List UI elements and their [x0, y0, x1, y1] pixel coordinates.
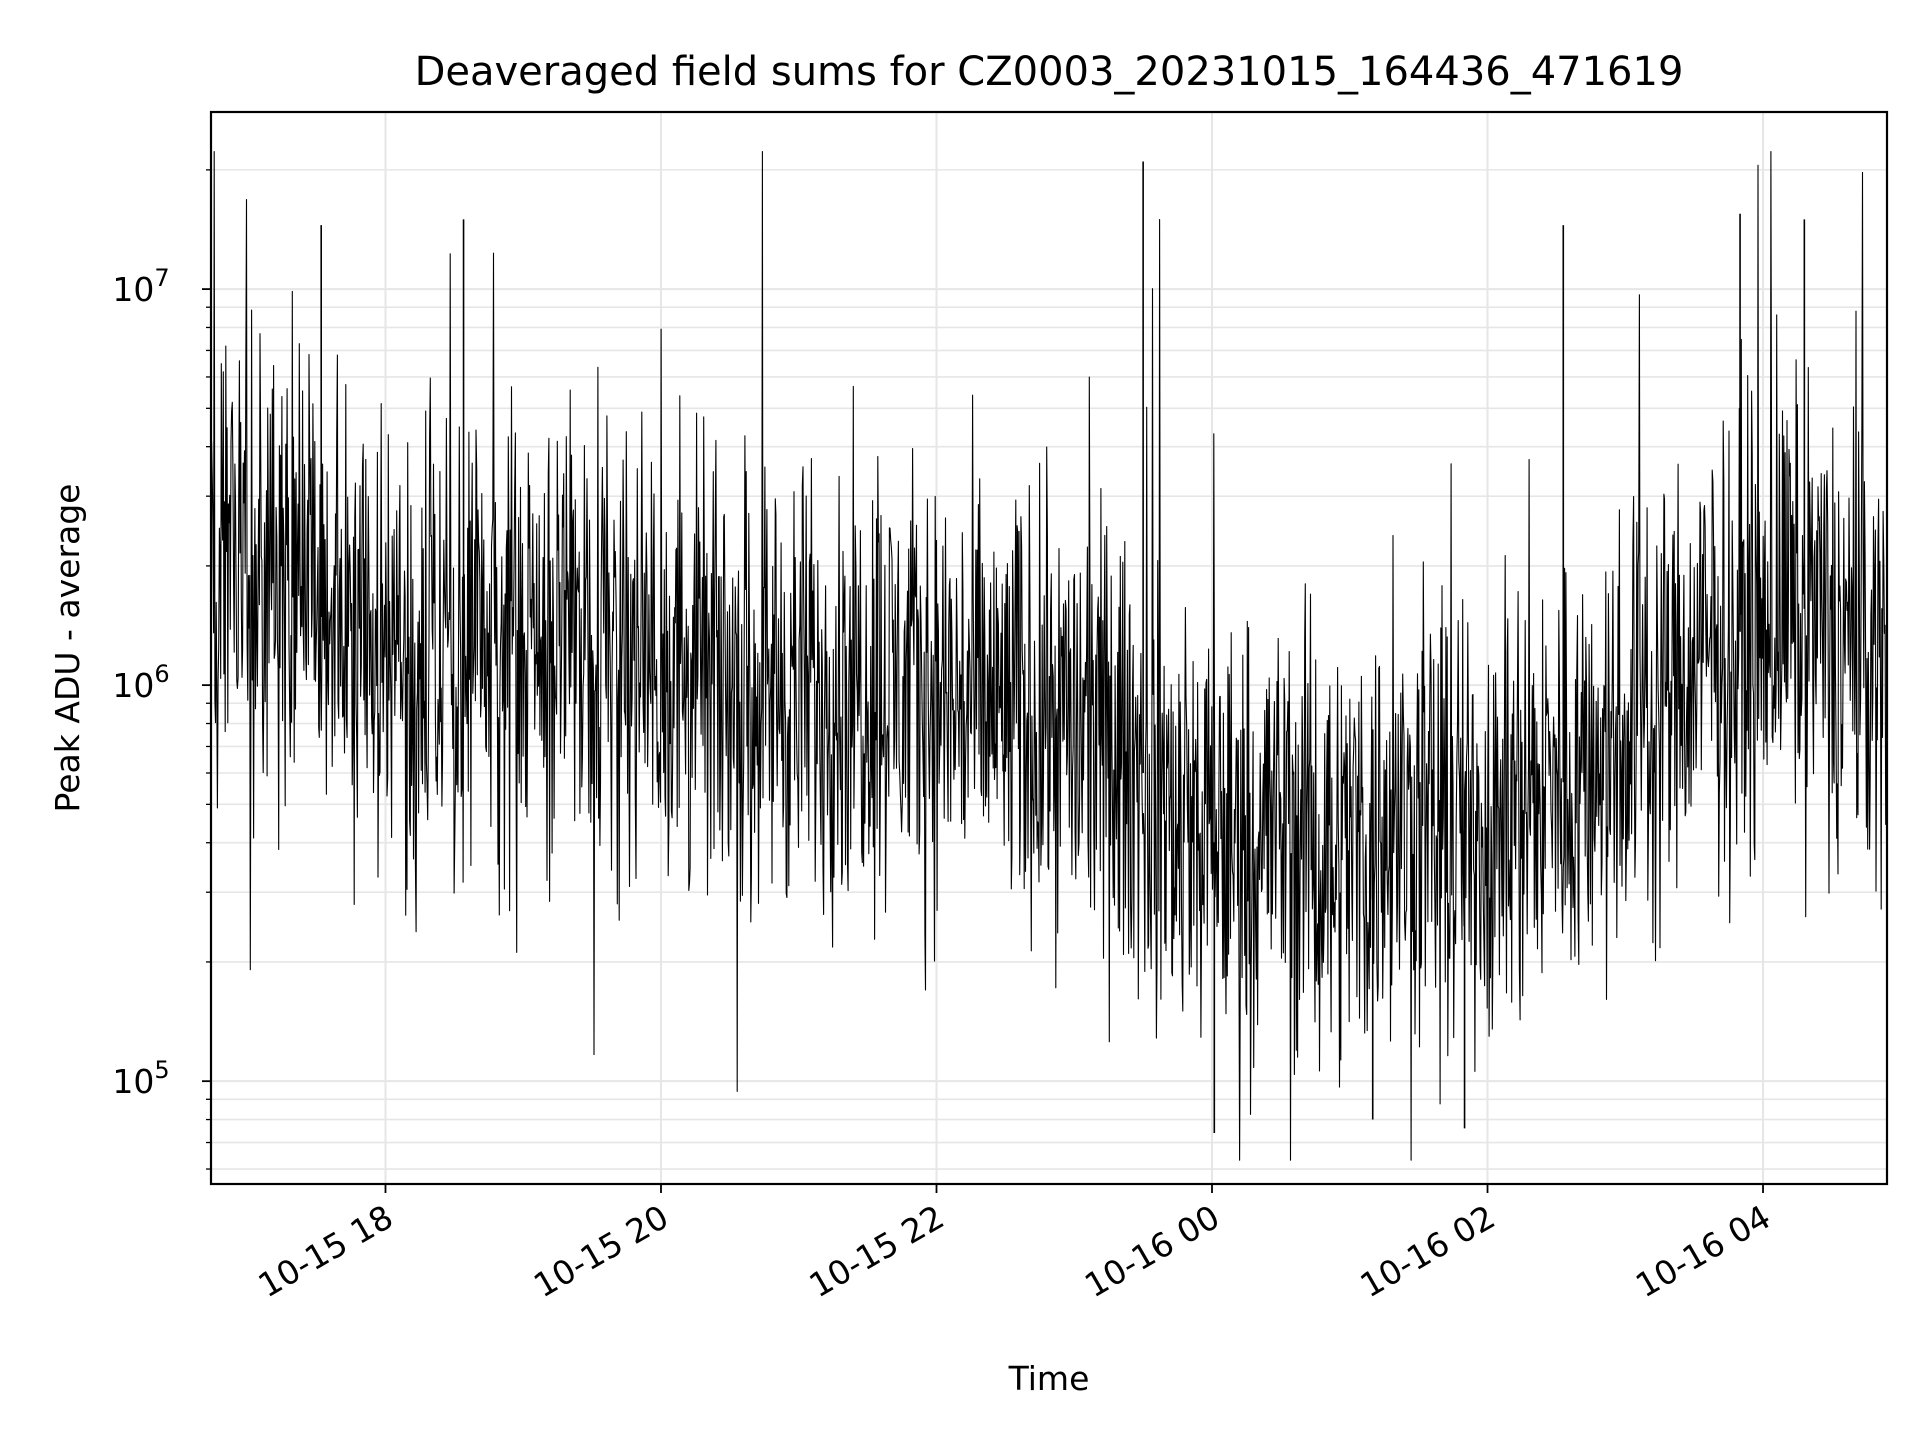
- y-tick-label: 105: [112, 1056, 169, 1101]
- x-tick-label: 10-16 04: [1629, 1197, 1777, 1305]
- x-tick-label: 10-15 20: [527, 1197, 675, 1305]
- y-tick-label: 106: [112, 660, 169, 705]
- y-tick-label: 107: [112, 264, 169, 309]
- x-tick-label: 10-16 02: [1354, 1197, 1502, 1305]
- plot-frame: [209, 110, 1889, 1186]
- data-layer: [210, 151, 1888, 1161]
- chart-title: Deaveraged field sums for CZ0003_2023101…: [415, 49, 1684, 95]
- y-axis-title: Peak ADU - average: [48, 484, 87, 813]
- series-line: [210, 151, 1888, 1161]
- x-tick-label: 10-16 00: [1078, 1197, 1226, 1305]
- x-tick-label: 10-15 18: [251, 1197, 399, 1305]
- x-axis-title: Time: [1008, 1359, 1090, 1398]
- x-tick-label: 10-15 22: [803, 1197, 951, 1305]
